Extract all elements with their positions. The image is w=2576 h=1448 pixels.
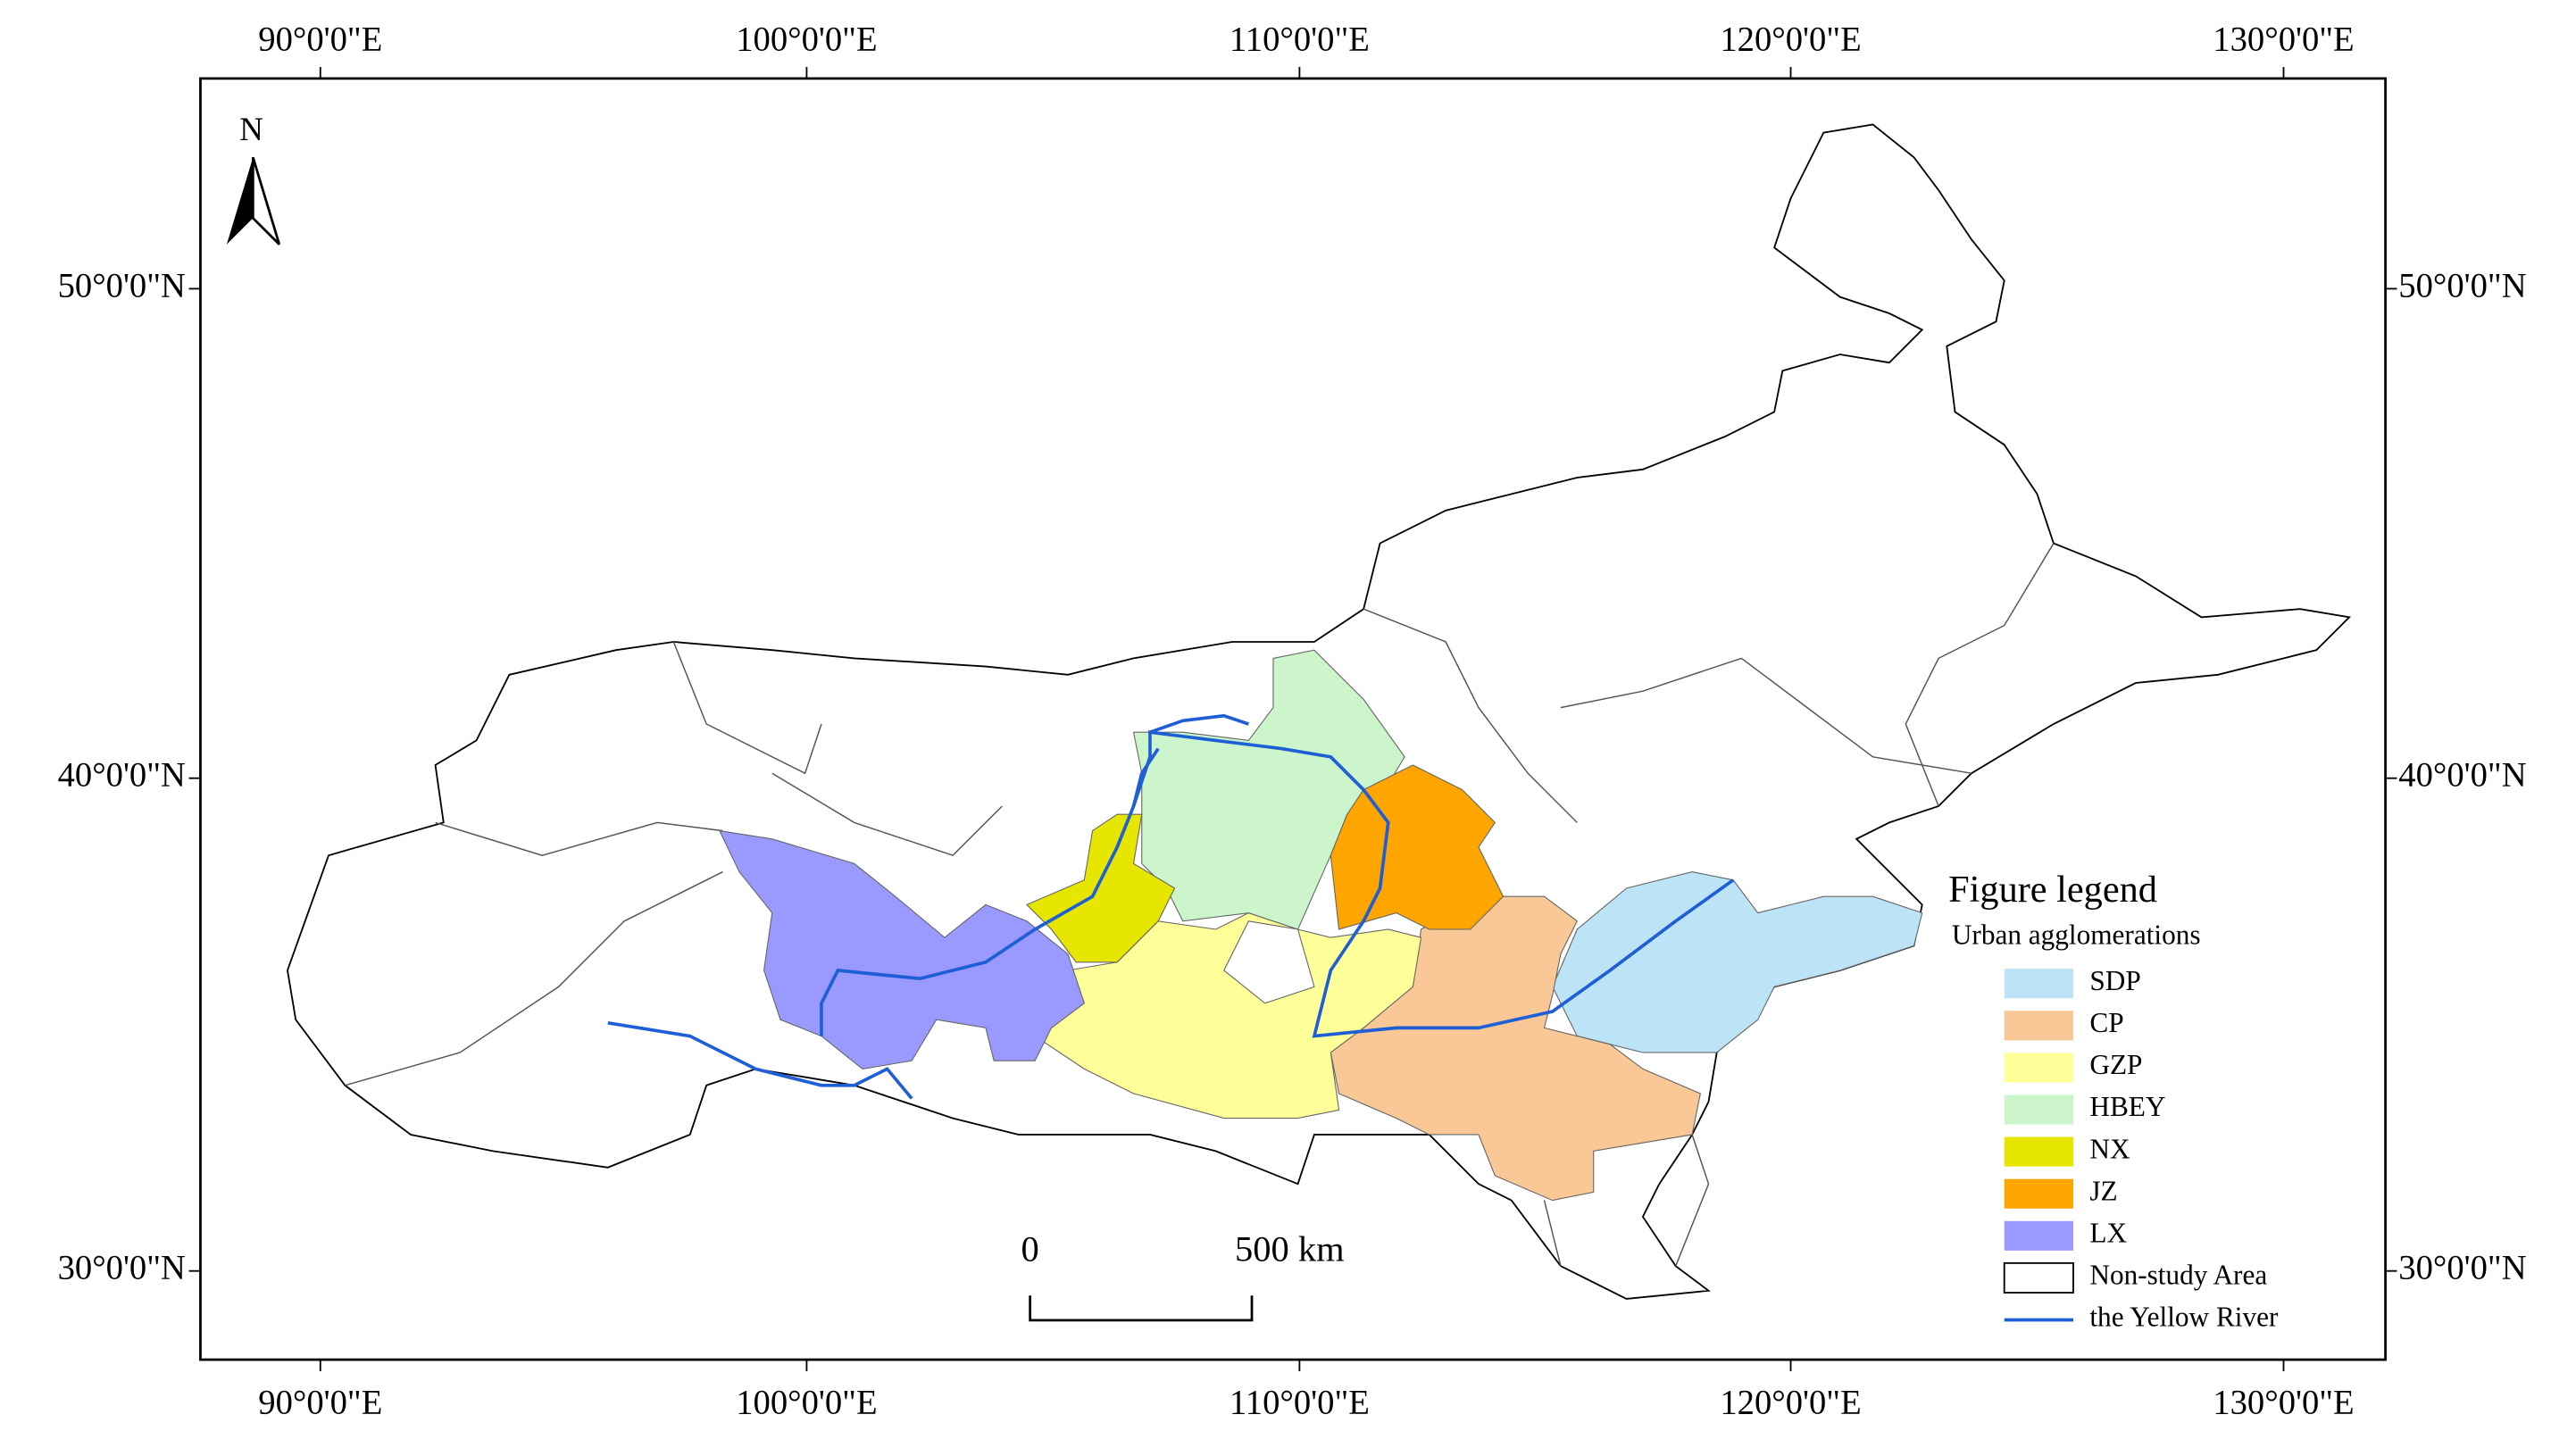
legend-label: GZP [2089,1049,2142,1080]
legend-label: NX [2089,1133,2130,1164]
legend-subtitle: Urban agglomerations [1952,919,2201,950]
lon-label-bottom: 100°0'0"E [736,1384,877,1421]
legend-swatch [2004,1053,2073,1083]
lon-label-bottom: 130°0'0"E [2213,1384,2354,1421]
lon-label-top: 90°0'0"E [258,21,382,58]
province-border [345,870,723,1086]
province-border [672,641,822,775]
lat-label-left: 50°0'0"N [58,267,186,304]
scale-start: 0 [1021,1229,1039,1269]
scale-bar [1029,1295,1254,1322]
map-layers [287,123,2352,1300]
legend-label: CP [2089,1007,2123,1038]
legend-label: HBEY [2089,1091,2165,1122]
lon-label-top: 100°0'0"E [736,21,877,58]
lon-label-bottom: 110°0'0"E [1230,1384,1370,1421]
legend-swatch [2004,1011,2073,1041]
lon-label-bottom: 90°0'0"E [258,1384,382,1421]
province-border [771,772,1003,857]
lon-label-top: 130°0'0"E [2213,21,2354,58]
legend-swatch [2003,1261,2074,1294]
north-arrow-right [251,156,281,245]
province-border [1543,1200,1562,1267]
lat-label-right: 30°0'0"N [2398,1250,2526,1287]
legend-swatch [2004,969,2073,999]
yellow-river [820,730,1735,1038]
province-border [1675,1134,1710,1267]
lat-label-left: 30°0'0"N [58,1250,186,1287]
legend-swatch [2004,1094,2073,1125]
lat-label-left: 40°0'0"N [58,757,186,795]
legend-swatch [2004,1220,2073,1251]
legend-label: the Yellow River [2089,1302,2279,1333]
province-border [1363,608,1578,823]
map-frame [199,77,2387,1361]
yellow-river [1149,713,1249,734]
yellow-river [607,1021,913,1100]
agglomeration-region [1330,895,1701,1202]
lat-label-right: 50°0'0"N [2398,267,2526,304]
legend-label: JZ [2089,1175,2117,1206]
agglomeration-region [1330,764,1505,930]
north-arrow-left [226,157,254,245]
yellow-river [1131,747,1160,807]
lon-label-bottom: 120°0'0"E [1720,1384,1861,1421]
legend-swatch [2004,1136,2073,1167]
legend-title: Figure legend [1948,869,2157,911]
agglomeration-region [718,829,1085,1069]
province-border [1560,657,1972,774]
agglomeration-region [1552,871,1923,1053]
legend-label: LX [2089,1217,2127,1248]
province-border [1905,543,2055,807]
lon-label-top: 120°0'0"E [1720,21,1861,58]
province-border [435,821,723,856]
legend-label: Non-study Area [2089,1260,2267,1291]
agglomeration-region [1025,813,1176,963]
scale-end: 500 km [1235,1229,1345,1269]
legend-swatch [2004,1178,2073,1209]
agglomeration-region [1034,911,1422,1119]
lat-label-right: 40°0'0"N [2398,757,2526,795]
non-study-hole [1223,920,1315,1004]
legend-label: SDP [2089,965,2140,996]
north-label: N [239,111,263,147]
lon-label-top: 110°0'0"E [1230,21,1370,58]
